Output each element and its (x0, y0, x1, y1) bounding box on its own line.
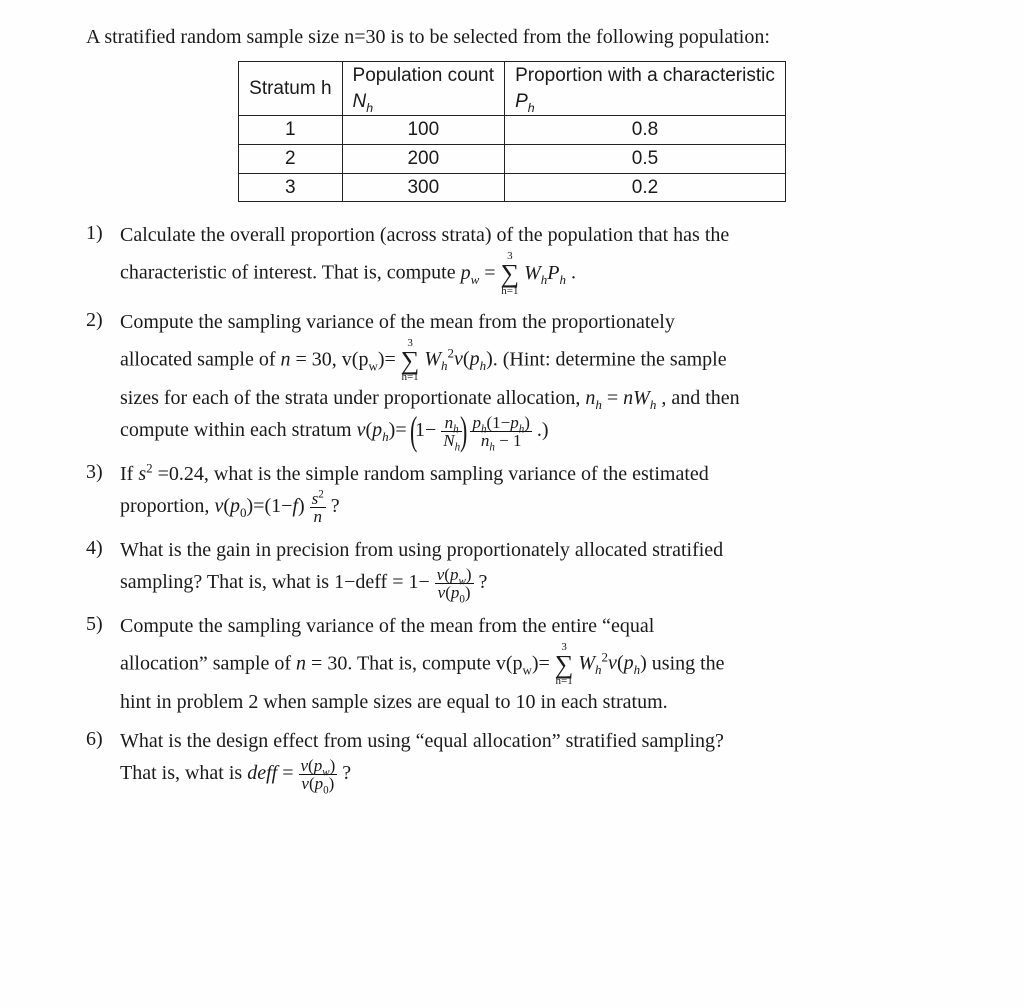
q3-l1a: If (120, 463, 138, 485)
q2-number: 2) (86, 307, 120, 451)
q1-line2: characteristic of interest. That is, com… (120, 251, 938, 296)
col-prop: Proportion with a characteristic Ph (505, 62, 786, 116)
sum-icon: 3 ∑ h=1 (501, 251, 520, 296)
q2-formula-b: nh = nWh (585, 387, 656, 409)
cell-count: 100 (342, 116, 505, 145)
q6-formula: deff = v(pw) v(p0) (247, 762, 342, 784)
cell-stratum: 1 (239, 116, 342, 145)
question-5: 5) Compute the sampling variance of the … (86, 611, 938, 718)
q3-formula: v(p0)=(1−f) s2n (214, 495, 330, 517)
col-count: Population count Nh (342, 62, 505, 116)
q6-line1: What is the design effect from using “eq… (120, 728, 938, 755)
table-row: 1 100 0.8 (239, 116, 786, 145)
q3-line1: If s2 =0.24, what is the simple random s… (120, 461, 938, 488)
q6-deff-label: deff (247, 762, 277, 784)
q1-number: 1) (86, 220, 120, 298)
cell-prop: 0.5 (505, 144, 786, 173)
q3-s2: s2 (138, 463, 152, 485)
q4-number: 4) (86, 535, 120, 603)
page: A stratified random sample size n=30 is … (0, 0, 1024, 794)
strata-table: Stratum h Population count Nh Proportion… (238, 61, 786, 202)
q5-l2b: using the (647, 652, 725, 674)
q2-l3b: , and then (656, 387, 739, 409)
col-prop-sym: P (515, 91, 528, 112)
cell-stratum: 3 (239, 173, 342, 202)
col-count-sub: h (366, 100, 373, 114)
q4-formula: 1−deff = 1− v(pw) v(p0) (334, 571, 478, 593)
col-stratum-label: Stratum h (249, 78, 331, 99)
table-row: 2 200 0.5 (239, 144, 786, 173)
q2-l4b: .) (537, 419, 549, 441)
q2-eq30: = 30, v(p (291, 348, 369, 370)
q4-body: What is the gain in precision from using… (120, 535, 938, 603)
cell-count: 300 (342, 173, 505, 202)
question-list: 1) Calculate the overall proportion (acr… (86, 220, 938, 794)
q2-line4: compute within each stratum v(ph)= (1− n… (120, 414, 938, 449)
q2-l3a: sizes for each of the strata under propo… (120, 387, 585, 409)
question-6: 6) What is the design effect from using … (86, 726, 938, 794)
q2-line3: sizes for each of the strata under propo… (120, 385, 938, 412)
cell-stratum: 2 (239, 144, 342, 173)
q5-number: 5) (86, 611, 120, 718)
col-stratum: Stratum h (239, 62, 342, 116)
q3-l1b: =0.24, what is the simple random samplin… (153, 463, 709, 485)
q2-l2a: allocated sample of (120, 348, 281, 370)
q1-line1: Calculate the overall proportion (across… (120, 222, 938, 249)
table-header-row: Stratum h Population count Nh Proportion… (239, 62, 786, 116)
cell-count: 200 (342, 144, 505, 173)
col-count-sym: N (353, 91, 367, 112)
q3-line2: proportion, v(p0)=(1−f) s2n ? (120, 490, 938, 525)
q3-l2a: proportion, (120, 495, 214, 517)
q2-line2: allocated sample of n = 30, v(pw)= 3 ∑ h… (120, 338, 938, 383)
col-prop-label: Proportion with a characteristic (515, 65, 775, 86)
cell-prop: 0.8 (505, 116, 786, 145)
sum-lower: h=1 (501, 286, 520, 297)
col-count-label: Population count (353, 65, 495, 86)
q6-l2b: ? (342, 762, 351, 784)
col-prop-sub: h (528, 100, 535, 114)
q3-body: If s2 =0.24, what is the simple random s… (120, 459, 938, 527)
q2-l2b: . (Hint: determine the sample (493, 348, 727, 370)
q2-formula-a: n (281, 348, 291, 370)
question-3: 3) If s2 =0.24, what is the simple rando… (86, 459, 938, 527)
q4-l2a: sampling? That is, what is (120, 571, 334, 593)
q5-line3: hint in problem 2 when sample sizes are … (120, 689, 938, 716)
q1-l2b: . (566, 262, 576, 284)
q1-body: Calculate the overall proportion (across… (120, 220, 938, 298)
q2-line1: Compute the sampling variance of the mea… (120, 309, 938, 336)
sum-icon: 3 ∑ h=1 (555, 642, 574, 687)
q4-l2b: ? (479, 571, 488, 593)
question-4: 4) What is the gain in precision from us… (86, 535, 938, 603)
q3-l2b: ? (331, 495, 340, 517)
sum-lower: h=1 (401, 372, 420, 383)
intro-text: A stratified random sample size n=30 is … (86, 24, 938, 51)
q6-number: 6) (86, 726, 120, 794)
q6-l2a: That is, what is (120, 762, 247, 784)
q2-n: n (281, 348, 291, 370)
q4-deff-label: 1−deff (334, 571, 387, 593)
table-row: 3 300 0.2 (239, 173, 786, 202)
q1-formula: pw = 3 ∑ h=1 WhPh (461, 262, 566, 284)
q4-line1: What is the gain in precision from using… (120, 537, 938, 564)
q5-l2a: allocation” sample of (120, 652, 296, 674)
q5-n: n (296, 652, 306, 674)
sum-lower: h=1 (555, 676, 574, 687)
sum-icon: 3 ∑ h=1 (401, 338, 420, 383)
q1-l2a: characteristic of interest. That is, com… (120, 262, 461, 284)
q6-line2: That is, what is deff = v(pw) v(p0) ? (120, 757, 938, 792)
question-1: 1) Calculate the overall proportion (acr… (86, 220, 938, 298)
q5-eq: = 30. That is, compute v(p (306, 652, 522, 674)
q2-body: Compute the sampling variance of the mea… (120, 307, 938, 451)
q5-body: Compute the sampling variance of the mea… (120, 611, 938, 718)
q2-formula-c: v(ph)= (1− nhNh ) ph(1−ph) nh − 1 (357, 419, 537, 441)
q5-line2: allocation” sample of n = 30. That is, c… (120, 642, 938, 687)
q4-line2: sampling? That is, what is 1−deff = 1− v… (120, 566, 938, 601)
q5-line1: Compute the sampling variance of the mea… (120, 613, 938, 640)
q6-body: What is the design effect from using “eq… (120, 726, 938, 794)
q2-l4a: compute within each stratum (120, 419, 357, 441)
q3-number: 3) (86, 459, 120, 527)
question-2: 2) Compute the sampling variance of the … (86, 307, 938, 451)
cell-prop: 0.2 (505, 173, 786, 202)
